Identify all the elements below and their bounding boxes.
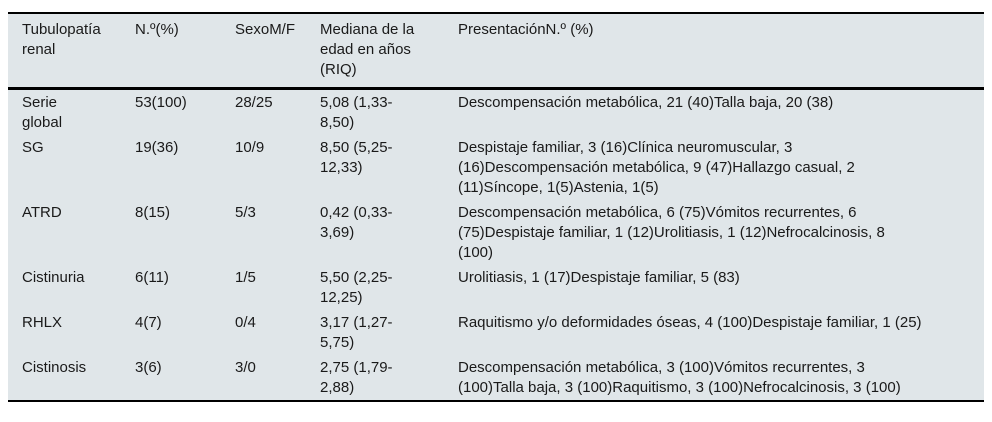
cell-name: SG (22, 139, 44, 156)
table-row-atrd: ATRD 8(15) 5/3 0,42 (0,33-3,69) Descompe… (8, 200, 984, 265)
cell-sex-mf: 5/3 (235, 204, 256, 221)
table-row-sg: SG 19(36) 10/9 8,50 (5,25-12,33) Despist… (8, 135, 984, 200)
table-header: Tubulopatía renal N.º(%) SexoM/F Mediana… (8, 13, 984, 90)
cell-n-pct: 8(15) (135, 204, 171, 221)
cell-sex-mf: 28/25 (235, 94, 273, 111)
cell-sex-mf: 3/0 (235, 359, 256, 376)
cell-median-age: 5,50 (2,25-12,25) (320, 269, 393, 306)
cell-n-pct: 4(7) (135, 314, 162, 331)
renal-tubulopathy-table: Tubulopatía renal N.º(%) SexoM/F Mediana… (8, 12, 984, 402)
cell-median-age: 2,75 (1,79-2,88) (320, 359, 393, 396)
cell-name: RHLX (22, 314, 63, 331)
table-row-cistinuria: Cistinuria 6(11) 1/5 5,50 (2,25-12,25) U… (8, 265, 984, 310)
cell-n-pct: 6(11) (135, 269, 169, 286)
cell-n-pct: 53(100) (135, 94, 187, 111)
cell-sex-mf: 0/4 (235, 314, 256, 331)
cell-sex-mf: 1/5 (235, 269, 256, 286)
cell-presentation: Urolitiasis, 1 (17)Despistaje familiar, … (458, 269, 740, 286)
cell-name: Cistinosis (22, 359, 87, 376)
col-header-tubulopatia-renal: Tubulopatía renal (8, 13, 121, 90)
cell-name: Cistinuria (22, 269, 85, 286)
cell-name: ATRD (22, 204, 62, 221)
col-header-presentacion: PresentaciónN.º (%) (444, 13, 984, 90)
col-header-mediana-edad: Mediana de la edad en años (RIQ) (306, 13, 444, 90)
cell-presentation: Despistaje familiar, 3 (16)Clínica neuro… (458, 139, 855, 196)
cell-median-age: 3,17 (1,27-5,75) (320, 314, 393, 351)
table-body: Serie global 53(100) 28/25 5,08 (1,33-8,… (8, 89, 984, 402)
cell-median-age: 8,50 (5,25-12,33) (320, 139, 393, 176)
cell-median-age: 5,08 (1,33-8,50) (320, 94, 393, 131)
header-row: Tubulopatía renal N.º(%) SexoM/F Mediana… (8, 13, 984, 90)
col-header-sexo-mf: SexoM/F (221, 13, 306, 90)
cell-presentation: Descompensación metabólica, 21 (40)Talla… (458, 94, 834, 111)
cell-n-pct: 19(36) (135, 139, 179, 156)
table-row-serie-global: Serie global 53(100) 28/25 5,08 (1,33-8,… (8, 89, 984, 136)
cell-presentation: Descompensación metabólica, 6 (75)Vómito… (458, 204, 885, 261)
table-container: Tubulopatía renal N.º(%) SexoM/F Mediana… (8, 12, 984, 402)
cell-median-age: 0,42 (0,33-3,69) (320, 204, 393, 241)
table-row-rhlx: RHLX 4(7) 0/4 3,17 (1,27-5,75) Raquitism… (8, 310, 984, 355)
cell-presentation: Descompensación metabólica, 3 (100)Vómit… (458, 359, 901, 396)
cell-name: Serie global (22, 94, 63, 131)
cell-presentation: Raquitismo y/o deformidades óseas, 4 (10… (458, 314, 922, 331)
col-header-n-pct: N.º(%) (121, 13, 221, 90)
table-row-cistinosis: Cistinosis 3(6) 3/0 2,75 (1,79-2,88) Des… (8, 355, 984, 401)
cell-n-pct: 3(6) (135, 359, 162, 376)
cell-sex-mf: 10/9 (235, 139, 265, 156)
